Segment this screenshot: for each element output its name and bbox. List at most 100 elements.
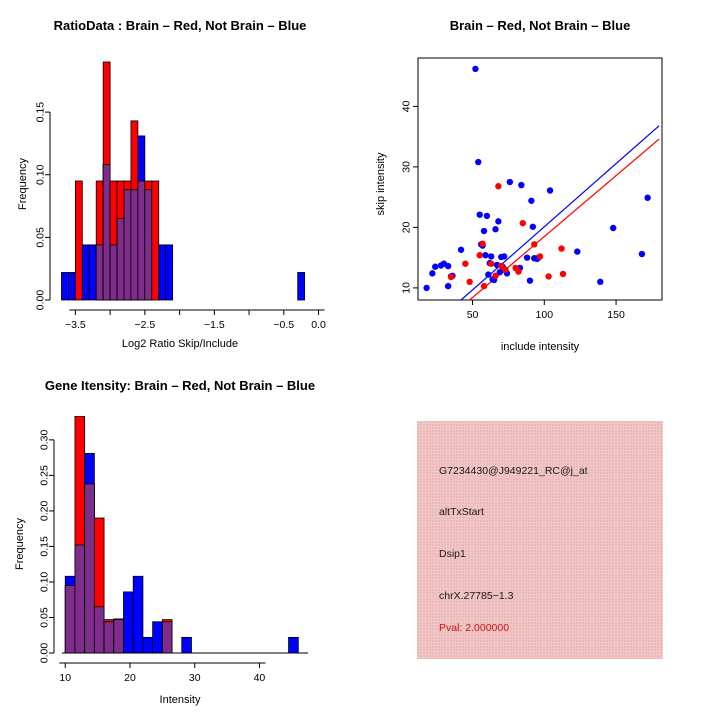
ratio-xtick-label: −0.5 [273, 319, 294, 331]
scatter-point-red [488, 260, 495, 267]
gene-bar-overlap [161, 621, 173, 654]
ratio-xtick-label: 0.0 [311, 319, 326, 331]
gene-ytick-label: 0.00 [39, 643, 51, 664]
gene-ytick-label: 0.30 [39, 429, 51, 450]
gene-xtick-label: 20 [124, 672, 136, 684]
scatter-point-red [558, 245, 565, 252]
scatter-point-blue [529, 223, 537, 230]
gene-bar-overlap [93, 606, 105, 654]
gene-bar-blue [152, 621, 163, 654]
ratio-bar-overlap [95, 244, 104, 301]
scatter-point-blue [644, 194, 651, 201]
gene-ytick-label: 0.25 [39, 465, 51, 486]
ratio-bar-overlap [123, 189, 132, 301]
scatter-point-blue [574, 248, 581, 255]
info-gene-symbol: Dsip1 [439, 548, 466, 560]
gene-ytick-label: 0.15 [39, 536, 51, 557]
gene-ytick-label: 0.10 [39, 572, 51, 593]
scatter-point-blue [429, 270, 436, 277]
scatter-point-blue [444, 282, 452, 290]
gene-xaxis-title: Intensity [159, 694, 201, 706]
ratio-ytick-label: 0.15 [35, 102, 47, 123]
scatter-point-blue [500, 253, 508, 260]
gene-bar-blue [142, 636, 154, 654]
scatter-point-blue [457, 246, 465, 253]
scatter-point-red [545, 273, 552, 280]
ratio-histogram-svg: −3.5 −2.5 −1.5 −0.5 0.0 0.00 0.05 0.10 0.15 [35, 61, 326, 331]
scatter-plot-box [417, 57, 663, 301]
ratio-xtick-label: −1.5 [204, 319, 225, 331]
scatter-point-red [536, 253, 544, 260]
gene-bar-blue [181, 636, 192, 654]
scatter-yaxis-title: skip intensity [375, 152, 387, 216]
scatter-point-blue [432, 263, 439, 270]
gene-xtick-label: 40 [254, 672, 266, 684]
ratio-bar-blue [88, 244, 97, 301]
scatter-ytick-label: 20 [401, 221, 413, 233]
scatter-point-red [495, 183, 502, 190]
gene-bar-blue [123, 591, 134, 654]
scatter-point-blue [495, 218, 502, 225]
scatter-point-red [447, 273, 455, 281]
scatter-xaxis-title: include intensity [500, 341, 580, 353]
scatter-point-blue [638, 250, 646, 258]
scatter-point-blue [506, 178, 514, 186]
scatter-panel-title: Brain – Red, Not Brain – Blue [449, 18, 631, 33]
ratio-bar-overlap [137, 180, 146, 301]
gene-bar-blue [288, 636, 299, 654]
scatter-point-red [492, 272, 499, 279]
scatter-point-red [531, 241, 538, 248]
scatter-ytick-label: 10 [401, 282, 413, 294]
info-probeset-id: G7234430@J949221_RC@j_at [439, 465, 588, 477]
panel-intensity-scatter: Brain – Red, Not Brain – Blue 50 100 150 10… [360, 0, 720, 360]
ratio-panel-title: RatioData : Brain – Red, Not Brain – Blu… [53, 18, 307, 33]
scatter-xtick-label: 150 [607, 309, 625, 321]
scatter-point-blue [492, 226, 499, 233]
scatter-point-blue [437, 262, 445, 269]
ratio-bar-blue [61, 272, 69, 301]
gene-info-box: G7234430@J949221_RC@j_at altTxStart Dsip… [417, 421, 663, 659]
scatter-xtick-label: 100 [536, 309, 554, 321]
ratio-ytick-label: 0.00 [35, 290, 47, 311]
scatter-point-red [466, 278, 473, 286]
ratio-bar-blue [81, 244, 90, 301]
scatter-point-red [502, 266, 509, 273]
ratio-xaxis-title: Log2 Ratio Skip/Include [121, 338, 239, 350]
ratio-xtick-label: −3.5 [65, 319, 86, 331]
ratio-ytick-label: 0.05 [35, 227, 47, 248]
gene-bar-overlap [74, 544, 86, 654]
ratio-bar-blue [297, 272, 306, 301]
gene-bar-blue [132, 575, 144, 654]
scatter-point-blue [476, 211, 483, 218]
ratio-bar-overlap [102, 164, 111, 301]
ratio-bar-overlap [116, 218, 125, 301]
scatter-point-blue [546, 187, 554, 194]
ratio-bar-blue [165, 244, 174, 301]
scatter-point-red [476, 252, 483, 259]
gene-xtick-label: 30 [189, 672, 201, 684]
scatter-point-blue [485, 271, 492, 278]
ratio-bar-overlap [130, 189, 139, 301]
scatter-point-red [559, 270, 567, 278]
scatter-point-red [480, 282, 488, 290]
scatter-point-blue [483, 212, 491, 220]
panel-gene-info: G7234430@J949221_RC@j_at altTxStart Dsip… [360, 360, 720, 720]
gene-ytick-label: 0.20 [39, 501, 51, 522]
scatter-point-red [498, 262, 505, 270]
scatter-point-blue [482, 252, 489, 259]
ratio-bar-overlap [109, 244, 118, 301]
scatter-point-blue [480, 227, 488, 235]
panel-ratio-histogram: RatioData : Brain – Red, Not Brain – Blu… [0, 0, 360, 360]
scatter-ytick-label: 40 [401, 100, 413, 112]
scatter-point-blue [444, 262, 452, 270]
scatter-point-blue [496, 268, 504, 276]
scatter-point-red [519, 219, 526, 227]
scatter-point-red [479, 240, 486, 247]
scatter-point-red [515, 268, 522, 275]
scatter-point-blue [526, 277, 534, 284]
gene-xtick-label: 10 [59, 672, 71, 684]
scatter-point-red [462, 260, 469, 267]
ratio-bar-red [74, 180, 83, 301]
ratio-yaxis-title: Frequency [17, 158, 29, 210]
